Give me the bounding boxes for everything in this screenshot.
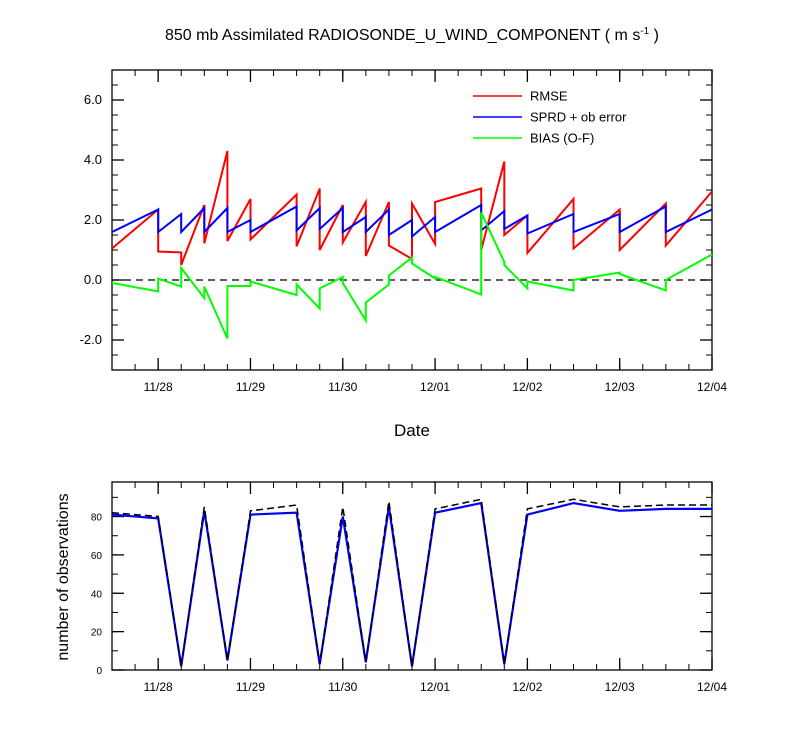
bottom-x-tick-label: 12/02 <box>512 680 542 694</box>
top-series-sprd-ob-error <box>111 203 713 239</box>
bottom-x-tick-label: 11/29 <box>236 680 265 694</box>
top-x-tick-label: 11/30 <box>328 380 357 394</box>
bottom-x-tick-label: 11/28 <box>144 680 173 694</box>
bottom-y-tick-label: 20 <box>91 628 103 639</box>
top-y-tick-label: 2.0 <box>84 212 102 227</box>
bottom-x-tick-label: 12/03 <box>605 680 635 694</box>
top-y-tick-label: 6.0 <box>84 92 102 107</box>
bottom-x-tick-label: 12/04 <box>697 680 727 694</box>
chart-title: 850 mb Assimilated RADIOSONDE_U_WIND_COM… <box>165 26 659 44</box>
top-x-tick-label: 11/28 <box>144 380 173 394</box>
top-y-tick-label: 4.0 <box>84 152 102 167</box>
bottom-y-tick-label: 60 <box>91 551 103 562</box>
bottom-x-tick-label: 11/30 <box>328 680 357 694</box>
legend-label-sprd-ob-error: SPRD + ob error <box>530 110 627 125</box>
top-y-tick-label: 0.0 <box>84 272 102 287</box>
top-panel: 11/28 11/29 11/30 12/01 12/02 12/03 12/04 -2.0 0… <box>80 69 727 394</box>
top-x-tick-label: 12/04 <box>697 380 727 394</box>
top-x-tick-label: 12/02 <box>512 380 542 394</box>
top-x-tick-label: 11/29 <box>236 380 265 394</box>
bottom-series-possible <box>111 498 712 667</box>
legend-label-bias-o-f: BIAS (O-F) <box>530 131 594 146</box>
bottom-y-tick-label: 0 <box>96 666 102 677</box>
top-x-tick-label: 12/01 <box>420 380 450 394</box>
bottom-x-tick-label: 12/01 <box>420 680 450 694</box>
bottom-y-tick-label: 40 <box>91 589 103 600</box>
legend-label-rmse: RMSE <box>530 89 568 104</box>
top-x-tick-label: 12/03 <box>605 380 635 394</box>
bottom-series-assimilated <box>111 501 712 667</box>
x-axis-label: Date <box>394 421 430 440</box>
bottom-panel: 11/28 11/29 11/30 12/01 12/02 12/03 12/04 0 20 40… <box>91 481 727 694</box>
top-y-tick-label: -2.0 <box>80 332 102 347</box>
y-axis-label-observations: number of observations <box>55 493 72 660</box>
top-series-rmse <box>111 150 713 266</box>
top-series-bias-o-f <box>111 212 713 339</box>
bottom-y-tick-label: 80 <box>91 513 103 524</box>
